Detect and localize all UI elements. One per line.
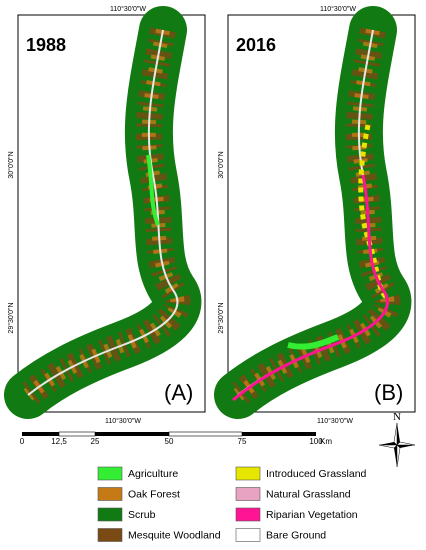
legend-label: Bare Ground	[266, 529, 326, 541]
longitude-label: 110°30'0"W	[105, 417, 141, 425]
legend-label: Introduced Grassland	[266, 468, 367, 480]
legend-swatch	[235, 507, 261, 522]
scale-labels: 0 12,5 25 50 75 100	[20, 437, 323, 446]
legend: Agriculture Oak Forest Scrub Mesquite Woodl…	[97, 466, 367, 542]
map-panel: 2016 (B)	[228, 15, 416, 412]
scale-segment	[242, 432, 316, 436]
legend-swatch	[235, 528, 261, 542]
latitude-label: 29°30'0"N	[217, 302, 225, 333]
legend-label: Oak Forest	[128, 488, 180, 500]
north-label: N	[393, 411, 401, 423]
legend-label: Riparian Vegetation	[266, 509, 358, 521]
latitude-label: 30°0'0"N	[7, 151, 15, 178]
scale-label: 12,5	[51, 437, 67, 446]
scale-segment	[168, 431, 243, 437]
grassland-patch	[358, 124, 388, 299]
longitude-label: 110°30'0"W	[320, 5, 356, 13]
legend-label: Mesquite Woodland	[128, 529, 221, 541]
agriculture-patch	[146, 154, 160, 226]
scale-bar	[22, 431, 316, 437]
legend-label: Scrub	[128, 509, 156, 521]
agriculture-patch	[287, 334, 340, 350]
legend-swatch	[97, 487, 123, 501]
scale-label: 50	[165, 437, 174, 446]
scale-segment	[58, 431, 96, 437]
scale-label: 0	[20, 437, 25, 446]
north-arrow	[378, 422, 416, 468]
panel-label: (B)	[374, 380, 403, 405]
map-panel: 1988 (A)	[18, 15, 206, 412]
scale-label: 100	[309, 437, 323, 446]
panel-year: 2016	[236, 35, 276, 55]
panel-label: (A)	[164, 380, 193, 405]
longitude-label: 110°30'0"W	[317, 417, 353, 425]
legend-swatch	[97, 466, 123, 481]
latitude-label: 29°30'0"N	[7, 302, 15, 333]
legend-swatch	[235, 466, 261, 481]
longitude-label: 110°30'0"W	[110, 5, 146, 13]
legend-label: Agriculture	[128, 468, 178, 480]
latitude-label: 30°0'0"N	[217, 151, 225, 178]
scale-unit: Km	[320, 437, 332, 446]
legend-label: Natural Grassland	[266, 488, 351, 500]
scale-segment	[95, 432, 169, 436]
legend-swatch	[97, 507, 123, 522]
scale-label: 25	[91, 437, 100, 446]
panel-year: 1988	[26, 35, 66, 55]
legend-swatch	[235, 487, 261, 501]
scale-segment	[22, 432, 59, 436]
riparian-strip	[232, 174, 389, 402]
scale-label: 75	[238, 437, 247, 446]
legend-swatch	[97, 528, 123, 542]
